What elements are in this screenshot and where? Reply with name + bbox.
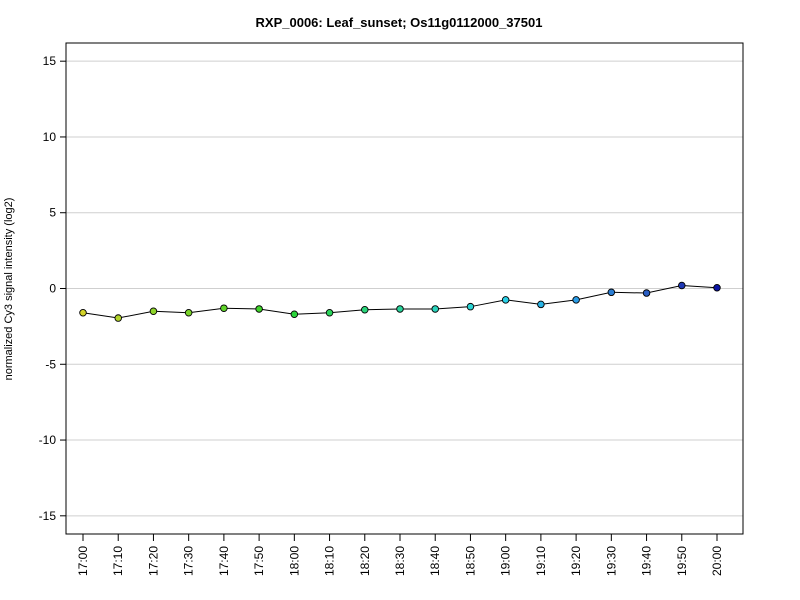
data-point <box>607 288 616 297</box>
data-point <box>572 296 580 304</box>
data-point <box>713 283 721 292</box>
series-group <box>79 281 721 322</box>
data-point <box>114 314 122 322</box>
x-tick-label: 17:20 <box>146 546 160 576</box>
data-point <box>255 305 263 313</box>
data-point <box>220 304 228 312</box>
y-axis-label: normalized Cy3 signal intensity (log2) <box>3 198 15 381</box>
x-tick-label: 19:10 <box>534 546 548 576</box>
y-tick-label: 5 <box>49 206 56 220</box>
data-point <box>79 308 87 317</box>
y-tick-label: 15 <box>43 54 57 68</box>
gridlines <box>66 60 743 517</box>
x-tick-label: 19:40 <box>640 546 654 576</box>
x-tick-label: 19:30 <box>604 546 618 576</box>
x-tick-label: 18:30 <box>393 546 407 576</box>
x-tick-label: 20:00 <box>710 546 724 576</box>
x-tick-label: 18:00 <box>287 546 301 576</box>
x-tick-label: 18:40 <box>428 546 442 576</box>
x-tick-label: 19:00 <box>499 546 513 576</box>
data-point <box>184 308 193 317</box>
y-tick-label: -10 <box>39 433 57 447</box>
data-point <box>537 300 545 309</box>
chart-title: RXP_0006: Leaf_sunset; Os11g0112000_3750… <box>256 15 543 30</box>
x-tick-label: 19:50 <box>675 546 689 576</box>
data-point <box>642 289 651 297</box>
y-axis: -15 -10 -5 0 5 10 15 <box>39 54 66 523</box>
x-tick-label: 18:10 <box>323 546 337 576</box>
x-tick-label: 19:20 <box>569 546 583 576</box>
series-line <box>82 284 718 319</box>
data-point <box>325 308 334 317</box>
data-point <box>396 305 404 313</box>
x-tick-label: 17:40 <box>217 546 231 576</box>
data-point <box>466 302 475 311</box>
y-tick-label: 10 <box>43 130 57 144</box>
x-tick-label: 17:10 <box>111 546 125 576</box>
data-point <box>361 305 369 314</box>
x-tick-label: 17:30 <box>182 546 196 576</box>
x-tick-label: 18:20 <box>358 546 372 576</box>
y-tick-label: -15 <box>39 509 57 523</box>
x-tick-label: 17:50 <box>252 546 266 576</box>
x-tick-label: 17:00 <box>76 546 90 576</box>
data-point <box>501 296 510 304</box>
data-point <box>290 310 299 319</box>
y-tick-label: 0 <box>49 282 56 296</box>
y-tick-label: -5 <box>45 357 56 371</box>
x-axis: 17:00 17:10 17:20 17:30 17:40 17:50 18:00 18:10… <box>76 533 724 576</box>
data-point <box>149 307 158 315</box>
data-point <box>678 281 686 290</box>
data-point <box>431 305 439 313</box>
x-tick-label: 18:50 <box>463 546 477 576</box>
